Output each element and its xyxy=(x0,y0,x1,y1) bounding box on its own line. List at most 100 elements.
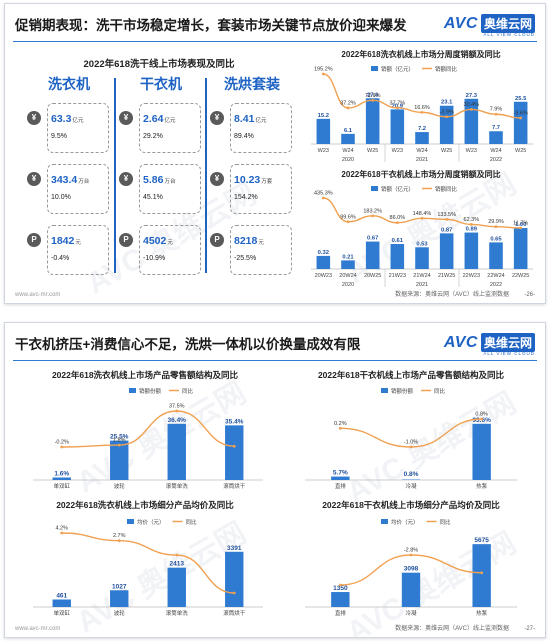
bar xyxy=(390,244,405,269)
yoy-label: -2.8% xyxy=(404,548,418,554)
legend-label: 销额份额 xyxy=(139,387,162,395)
yoy-label: 29.9% xyxy=(488,219,504,225)
yoy-label: 0.8% xyxy=(475,412,488,418)
metric-unit: 亿元 xyxy=(72,118,84,124)
category-name: 洗烘套装 xyxy=(224,76,280,92)
bar-value-label: 0.89 xyxy=(466,227,478,233)
bar xyxy=(52,477,71,480)
yoy-label: -1.0% xyxy=(404,440,418,446)
chart-title: 2022年618洗衣机线上市场产品零售额结构及同比 xyxy=(52,370,239,380)
bar xyxy=(316,255,331,269)
metric-card: P 4502元 -10.9% xyxy=(117,225,205,279)
metric-value: 10.23万套 xyxy=(234,174,273,186)
metric-frame xyxy=(230,103,292,153)
x-tick-label: W25 xyxy=(367,148,378,154)
bar-value-label: 25.5 xyxy=(515,96,527,102)
yoy-line xyxy=(61,410,235,448)
metric-frame xyxy=(47,164,109,214)
bar-value-label: 0.32 xyxy=(318,250,329,256)
metric-unit: 亿元 xyxy=(164,118,176,124)
metric-yoy: -10.9% xyxy=(143,255,166,262)
x-tick-label: W23 xyxy=(392,148,403,154)
x-tick-label: W24 xyxy=(416,148,427,154)
legend-bar-swatch xyxy=(371,66,378,71)
bar-value-label: 7.2 xyxy=(418,126,426,132)
slide-title: 干衣机挤压+消费信心不足，洗烘一体机以价换量成效有限 xyxy=(15,337,361,352)
x-tick-label: W23 xyxy=(318,148,329,154)
x-group-label: 2020 xyxy=(342,157,354,163)
metric-value: 8218元 xyxy=(234,235,264,247)
yoy-label: 133.5% xyxy=(437,212,456,218)
bar-value-label: 20.9 xyxy=(392,103,404,109)
yuan-icon: ¥ xyxy=(27,111,41,125)
bar xyxy=(225,425,244,480)
yoy-label: 11.7% xyxy=(513,221,528,227)
bar xyxy=(439,233,454,269)
yoy-label: 4.2% xyxy=(55,526,68,532)
legend-label: 销额（亿元） xyxy=(381,65,414,73)
yoy-point xyxy=(117,443,121,447)
bar xyxy=(439,105,454,144)
metric-unit: 万台 xyxy=(78,179,90,185)
x-tick-label: 22W25 xyxy=(512,273,529,279)
metric-value: 1842元 xyxy=(51,235,81,247)
yoy-label: 0.2% xyxy=(334,421,347,427)
bar-value-label: 36.4% xyxy=(168,417,187,424)
chart-title: 2022年618洗衣机线上市场细分产品均价及同比 xyxy=(56,500,234,510)
yoy-point xyxy=(60,445,64,449)
legend-label: 同比 xyxy=(434,387,446,395)
x-tick-label: 直排 xyxy=(335,609,347,617)
legend-label: 同比 xyxy=(186,518,198,526)
category-column: 洗衣机 ¥63.3亿元 9.5% ¥343.4万台 10.0% P 1842元 -0.4% xyxy=(25,74,113,279)
page-number: -27- xyxy=(524,626,535,632)
bar xyxy=(341,260,355,269)
metric-value: 8.41亿元 xyxy=(234,113,267,125)
page-number: -26- xyxy=(524,292,535,298)
bar xyxy=(464,232,479,269)
bar-value-label: 7.7 xyxy=(492,125,500,131)
legend-label: 均价（元） xyxy=(391,518,419,526)
metric-card: ¥343.4万台 10.0% xyxy=(25,164,113,218)
bar-value-label: 15.2 xyxy=(318,113,329,119)
panel-title: 2022年618洗干线上市场表现及同比 xyxy=(83,59,235,70)
metric-card: P 8218元 -25.5% xyxy=(208,225,296,279)
logo-subtitle: ALL VIEW CLOUD xyxy=(483,351,535,356)
column-divider xyxy=(205,78,207,273)
yuan-icon: ¥ xyxy=(119,172,133,186)
x-tick-label: 20W23 xyxy=(315,273,332,279)
yoy-label: -9.6% xyxy=(513,111,527,117)
x-tick-label: W25 xyxy=(441,148,452,154)
metric-yoy: 9.5% xyxy=(51,133,67,140)
bar xyxy=(472,423,491,480)
bar-value-label: 35.4% xyxy=(225,418,244,425)
metric-unit: 元 xyxy=(75,240,81,246)
legend-bar-swatch xyxy=(381,388,388,393)
yoy-label: 72.6% xyxy=(365,93,381,99)
price-icon: P xyxy=(119,233,133,247)
footer-source: 数据来源：奥维云网（AVC）线上监测数据 xyxy=(395,626,509,632)
legend-label: 同比 xyxy=(440,518,452,526)
x-tick-label: 滚筒烘干 xyxy=(223,609,246,617)
bar-value-label: 0.21 xyxy=(342,254,354,260)
metric-frame xyxy=(139,164,201,214)
market-summary-panel: 2022年618洗干线上市场表现及同比 洗衣机 ¥63.3亿元 9.5% ¥343.4… xyxy=(25,56,293,276)
metric-unit: 万台 xyxy=(164,179,176,185)
yoy-point xyxy=(519,226,523,230)
bar-value-label: 25.5% xyxy=(110,434,129,441)
bar-value-label: 3098 xyxy=(404,566,419,573)
yoy-label: 1.8% xyxy=(113,438,126,444)
bar-value-label: 461 xyxy=(56,592,67,599)
slide-27: AVC 奥维云网 AVC 奥维云网 AVC 奥维云网 AVC 奥维云网 干衣机挤… xyxy=(4,322,546,638)
metric-unit: 万套 xyxy=(261,179,273,185)
metric-value: 343.4万台 xyxy=(51,174,90,186)
bar xyxy=(401,572,421,607)
metric-yoy: 45.1% xyxy=(143,194,163,201)
bar xyxy=(415,247,429,269)
metric-unit: 亿元 xyxy=(255,118,267,124)
x-tick-label: W24 xyxy=(490,148,501,154)
slide-title: 促销期表现：洗干市场稳定增长，套装市场关键节点放价迎来爆发 xyxy=(15,18,407,33)
yoy-point xyxy=(60,531,64,535)
bar xyxy=(513,101,528,144)
